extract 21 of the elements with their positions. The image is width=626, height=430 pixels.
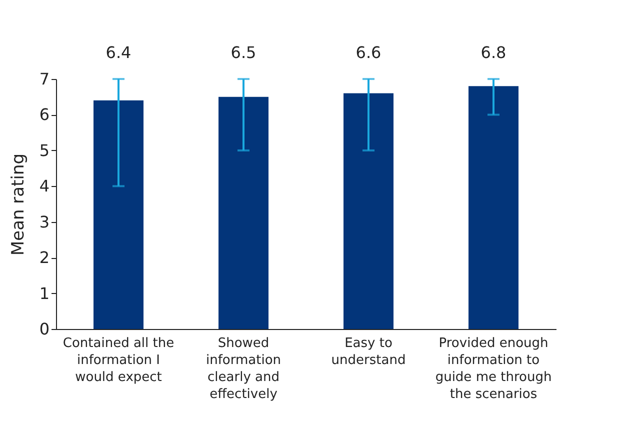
y-tick-label: 7 [39,70,50,88]
x-tick-label: Easy to understand [331,336,406,368]
y-tick-label: 1 [39,284,50,303]
bar [468,86,518,329]
y-tick-label: 4 [39,176,50,196]
y-tick-label: 5 [39,140,50,160]
data-label: 6.6 [356,43,382,62]
x-tick-label: Provided enough information to guide me through the scenarios [435,336,552,402]
y-tick-label: 3 [39,212,50,232]
data-label: 6.8 [480,43,506,62]
y-axis-title: Mean rating [8,153,28,256]
bar [94,100,144,329]
y-tick-label: 0 [39,320,50,338]
data-label: 6.4 [106,43,132,62]
y-tick-label: 6 [39,105,50,124]
y-tick-label: 2 [39,248,50,268]
x-tick-label: Contained all the information I would expect [62,336,174,385]
bar [344,93,394,329]
bar [218,96,268,329]
data-label: 6.5 [230,43,256,62]
x-tick-label: Showed information clearly and effectively [206,336,282,402]
